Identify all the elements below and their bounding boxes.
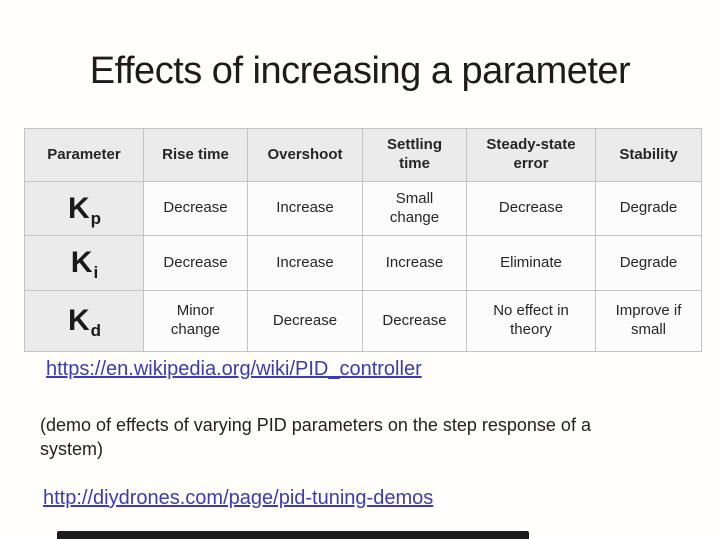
header-settling-time: Settling time xyxy=(362,128,467,182)
table-cell: Improve if small xyxy=(595,290,702,352)
wikipedia-link-row: https://en.wikipedia.org/wiki/PID_contro… xyxy=(46,358,422,381)
demo-note: (demo of effects of varying PID paramete… xyxy=(40,415,591,459)
table-cell: Degrade xyxy=(595,181,702,236)
header-overshoot: Overshoot xyxy=(247,128,363,182)
header-parameter: Parameter xyxy=(24,128,144,182)
param-symbol: K xyxy=(67,191,90,225)
table-row-ki: Ki Decrease Increase Increase Eliminate … xyxy=(24,235,702,291)
slide-title: Effects of increasing a parameter xyxy=(89,50,631,92)
pid-effects-table: Parameter Rise time Overshoot Settling t… xyxy=(24,128,702,352)
table-cell: Decrease xyxy=(143,235,248,291)
diydrones-link[interactable]: http://diydrones.com/page/pid-tuning-dem… xyxy=(43,487,434,509)
table-row-kp: Kp Decrease Increase Small change Decrea… xyxy=(24,181,702,236)
table-cell: Degrade xyxy=(595,235,702,291)
table-cell: No effect in theory xyxy=(466,290,596,352)
table-cell: Eliminate xyxy=(466,235,596,291)
param-cell-kp: Kp xyxy=(24,181,144,236)
table-cell: Minor change xyxy=(143,290,248,352)
param-symbol: K xyxy=(70,246,93,280)
header-rise-time: Rise time xyxy=(143,128,248,182)
table-cell: Decrease xyxy=(466,181,596,236)
table-row-kd: Kd Minor change Decrease Decrease No eff… xyxy=(24,290,702,352)
table-cell: Increase xyxy=(247,235,363,291)
diydrones-link-row: http://diydrones.com/page/pid-tuning-dem… xyxy=(43,487,433,510)
wikipedia-link[interactable]: https://en.wikipedia.org/wiki/PID_contro… xyxy=(46,358,422,380)
header-stability: Stability xyxy=(595,128,702,182)
table-cell: Decrease xyxy=(143,181,248,236)
param-cell-kd: Kd xyxy=(24,290,144,352)
table-cell: Small change xyxy=(362,181,467,236)
param-subscript: i xyxy=(93,263,99,283)
table-cell: Increase xyxy=(362,235,467,291)
param-cell-ki: Ki xyxy=(24,235,144,291)
table-cell: Decrease xyxy=(247,290,363,352)
table-header-row: Parameter Rise time Overshoot Settling t… xyxy=(24,128,702,182)
param-subscript: p xyxy=(90,208,102,228)
table-cell: Increase xyxy=(247,181,363,236)
header-steady-state-error: Steady-state error xyxy=(466,128,596,182)
param-subscript: d xyxy=(90,321,102,341)
param-symbol: K xyxy=(67,304,90,338)
bottom-bar xyxy=(57,531,529,539)
table-cell: Decrease xyxy=(362,290,467,352)
